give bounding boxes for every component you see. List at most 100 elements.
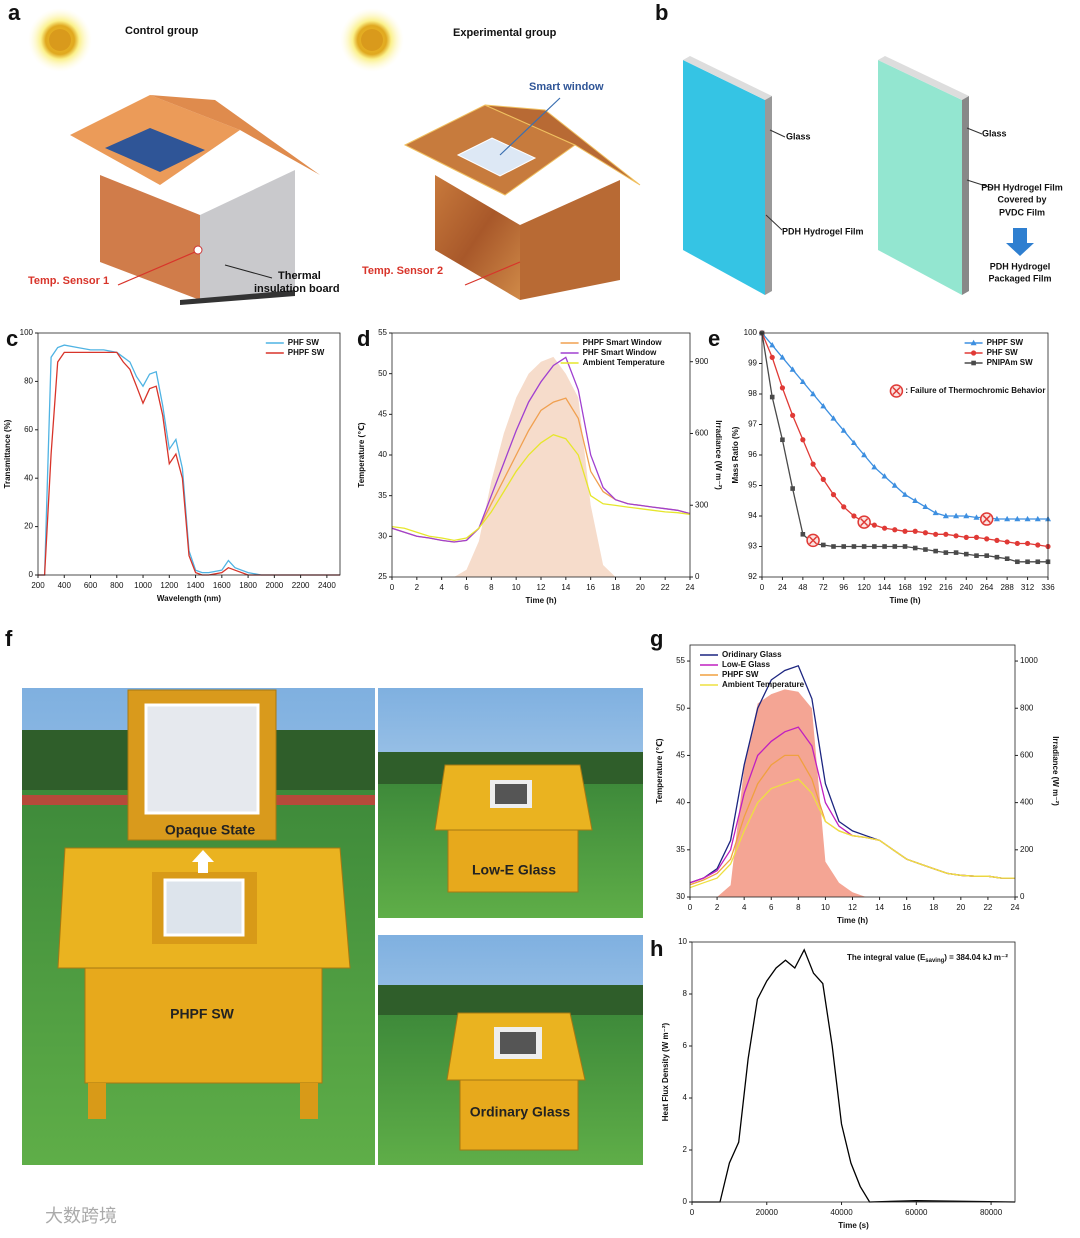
y-tick-label: 35 (676, 845, 685, 854)
marker (779, 385, 786, 391)
x-tick-label: 80000 (980, 1208, 1003, 1217)
marker (973, 514, 980, 520)
x-tick-label: 1400 (187, 581, 205, 590)
glass-pane (878, 60, 962, 295)
y-tick-label: 45 (676, 751, 685, 760)
marker (963, 551, 969, 557)
line (38, 351, 340, 576)
marker (790, 412, 796, 418)
panel-letter: b (655, 0, 668, 25)
marker (912, 545, 918, 551)
x-tick-label: 16 (586, 583, 595, 592)
y2-tick-label: 1000 (1020, 656, 1038, 665)
y-tick-label: 94 (748, 511, 757, 520)
x-tick-label: 96 (839, 583, 848, 592)
marker (790, 486, 795, 491)
x-tick-label: 192 (919, 583, 933, 592)
y-axis-label: Temperature (℃) (357, 422, 366, 487)
panel-b: b Glass PDH Hydrogel Film Glass PDH Hydr… (655, 0, 1063, 295)
photo-label: Low-E Glass (472, 862, 556, 878)
house-wall (520, 180, 620, 300)
y2-tick-label: 600 (695, 429, 709, 438)
x-tick-label: 14 (875, 903, 884, 912)
x-tick-label: 288 (1000, 583, 1014, 592)
marker (851, 513, 857, 519)
x-tick-label: 0 (760, 583, 765, 592)
legend-marker (970, 339, 977, 346)
marker (902, 528, 908, 534)
y-tick-label: 50 (378, 369, 387, 378)
legend-marker (971, 360, 976, 366)
watermark: 大数跨境 (45, 1206, 117, 1226)
panel-letter: g (650, 626, 663, 651)
marker (902, 491, 908, 497)
x-tick-label: 240 (960, 583, 974, 592)
y2-tick-label: 300 (695, 500, 709, 509)
x-tick-label: 600 (84, 581, 98, 590)
x-tick-label: 2 (415, 583, 420, 592)
marker (922, 530, 929, 536)
marker (892, 544, 898, 549)
photo-label: Ordinary Glass (470, 1104, 571, 1120)
legend-label: PHPF Smart Window (583, 338, 663, 347)
y-tick-label: 96 (748, 450, 757, 459)
x-tick-label: 4 (439, 583, 444, 592)
x-tick-label: 2400 (318, 581, 336, 590)
y-tick-label: 6 (683, 1041, 688, 1050)
marker (923, 547, 928, 552)
marker (984, 553, 990, 558)
x-tick-label: 336 (1041, 583, 1055, 592)
x-tick-label: 72 (819, 583, 828, 592)
x-tick-label: 14 (561, 583, 570, 592)
glass-edge (683, 56, 772, 100)
trees (378, 985, 643, 1015)
marker (840, 427, 847, 433)
x-tick-label: 400 (58, 581, 72, 590)
y-tick-label: 30 (676, 892, 685, 901)
photo-label: PHPF SW (170, 1006, 235, 1022)
x-tick-label: 2000 (265, 581, 283, 590)
house-leg (300, 1083, 318, 1119)
y-tick-label: 0 (683, 1197, 688, 1206)
x-tick-label: 0 (690, 1208, 695, 1217)
sensor-label: Temp. Sensor 2 (362, 265, 443, 277)
layer-label: Covered by (997, 194, 1046, 204)
legend-label: Ambient Temperature (722, 680, 805, 689)
chart: g0 2 4 6 8 10 12 14 16 18 20 22 24303540455055020040… (650, 626, 1060, 925)
marker (994, 554, 1000, 560)
marker (769, 394, 775, 400)
x-tick-label: 48 (798, 583, 807, 592)
y-tick-label: 100 (744, 328, 758, 337)
board-label: insulation board (254, 283, 340, 295)
x-axis-label: Time (h) (526, 596, 557, 605)
legend-label: PNIPAm SW (987, 358, 1034, 367)
marker (1014, 540, 1020, 547)
failure-cross (860, 518, 869, 527)
marker (780, 437, 785, 443)
layer-label: Glass (982, 128, 1007, 138)
marker (933, 531, 939, 537)
marker (841, 504, 847, 510)
sensor-label: Temp. Sensor 1 (28, 275, 109, 287)
roof (484, 104, 641, 186)
marker (892, 527, 898, 533)
y2-tick-label: 400 (1020, 798, 1034, 807)
panel-letter: f (5, 626, 13, 651)
y-tick-label: 98 (748, 389, 757, 398)
x-tick-label: 10 (821, 903, 830, 912)
legend-label: PHF Smart Window (583, 348, 657, 357)
marker (953, 550, 959, 555)
result-label: PDH Hydrogel (990, 261, 1051, 271)
legend-label: PHPF SW (722, 670, 759, 679)
photo-label: Opaque State (165, 822, 255, 838)
x-tick-label: 1000 (134, 581, 152, 590)
failure-cross (982, 515, 991, 524)
marker (1014, 515, 1021, 522)
marker (799, 378, 806, 384)
x-tick-label: 216 (939, 583, 953, 592)
y2-axis-label: Irradiance (W m⁻²) (1051, 736, 1060, 806)
legend-label: Oridinary Glass (722, 650, 782, 659)
area (392, 356, 690, 577)
legend-label: PHPF SW (987, 338, 1024, 347)
glass-edge (962, 96, 969, 295)
